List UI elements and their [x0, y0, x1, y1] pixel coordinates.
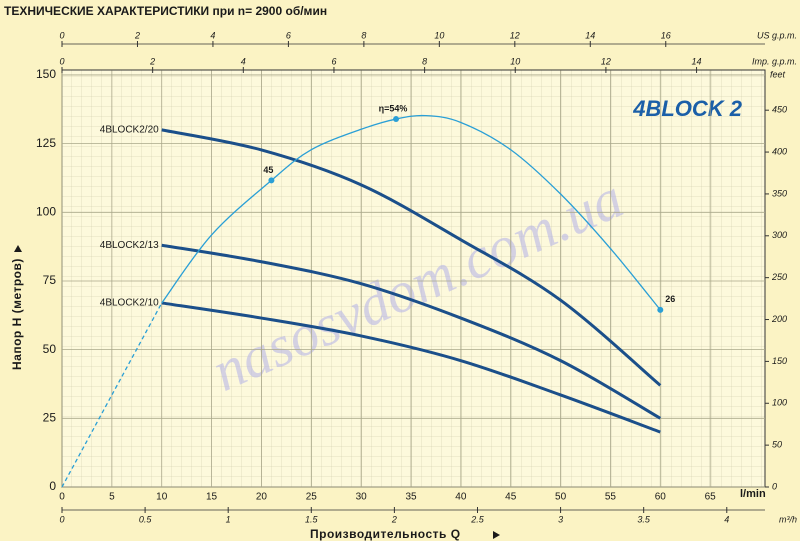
axis-tick-label: 4 [724, 514, 729, 524]
series-label: 4BLOCK2/10 [100, 298, 159, 309]
y-tick-label: 150 [36, 67, 56, 81]
value-label: η=54% [379, 103, 408, 113]
axis-tick-label: 150 [772, 356, 787, 366]
subtitle: ТЕХНИЧЕСКИЕ ХАРАКТЕРИСТИКИ при n= 2900 о… [4, 4, 327, 18]
axis-tick-label: 16 [661, 30, 671, 40]
axis-tick-label: 200 [771, 314, 787, 324]
axis-unit: feet [770, 69, 786, 79]
axis-tick-label: 6 [331, 56, 336, 66]
axis-tick-label: 100 [772, 398, 787, 408]
axis-tick-label: 8 [422, 56, 427, 66]
head-curve [161, 301, 661, 434]
axis-tick-label: 3 [558, 514, 563, 524]
axis-tick-label: 12 [601, 56, 611, 66]
axis-unit: m³/h [779, 514, 797, 524]
axis-tick-label: 0 [59, 56, 64, 66]
axis-tick-label: 12 [510, 30, 520, 40]
axis-tick-label: 10 [510, 56, 520, 66]
axis-tick-label: 0.5 [139, 514, 153, 524]
efficiency-point [393, 116, 400, 123]
axis-tick-label: 4 [241, 56, 246, 66]
value-label: 26 [665, 294, 675, 304]
axis-tick-label: 250 [771, 272, 787, 282]
axis-tick-label: 3.5 [637, 514, 651, 524]
y-tick-label: 100 [36, 204, 56, 218]
axis-tick-label: 0 [59, 30, 64, 40]
axis-tick-label: 50 [772, 440, 782, 450]
x-unit: l/min [740, 488, 766, 500]
axis-unit: Imp. g.p.m. [752, 56, 797, 66]
efficiency-point [268, 177, 275, 184]
efficiency-point [657, 306, 664, 313]
head-curve [161, 243, 662, 420]
axis-tick-label: 6 [286, 30, 291, 40]
efficiency-curve [61, 302, 163, 488]
axis-tick-label: 2 [149, 56, 155, 66]
chart-title: 4BLOCK 2 [632, 96, 743, 121]
x-tick-label: 20 [256, 492, 268, 503]
x-tick-label: 45 [505, 492, 517, 503]
x-tick-label: 50 [555, 492, 567, 503]
y-tick-label: 25 [43, 410, 57, 424]
x-tick-label: 60 [655, 492, 667, 503]
axis-unit: US g.p.m. [757, 30, 797, 40]
y-axis-label: Напор H (метров) [10, 258, 24, 370]
x-tick-label: 30 [356, 492, 368, 503]
axis-tick-label: 350 [772, 188, 787, 198]
x-tick-label: 0 [59, 492, 65, 503]
axis-tick-label: 450 [772, 105, 787, 115]
x-tick-label: 10 [156, 492, 168, 503]
y-tick-label: 50 [43, 342, 57, 356]
axis-tick-label: 4 [210, 30, 215, 40]
axis-tick-label: 2.5 [470, 514, 485, 524]
axis-tick-label: 8 [361, 30, 366, 40]
axis-tick-label: 2 [391, 514, 397, 524]
axis-tick-label: 300 [772, 230, 787, 240]
y-arrow [14, 245, 22, 252]
x-tick-label: 55 [605, 492, 617, 503]
series-label: 4BLOCK2/20 [100, 125, 159, 136]
x-axis-label: Производительность Q [310, 527, 461, 541]
x-tick-label: 40 [455, 492, 467, 503]
y-tick-label: 125 [36, 136, 56, 150]
axis-tick-label: 1 [226, 514, 231, 524]
x-tick-label: 65 [705, 492, 717, 503]
value-label: 45 [263, 165, 273, 175]
x-arrow [493, 531, 500, 539]
axis-tick-label: 0 [59, 514, 64, 524]
axis-tick-label: 14 [692, 56, 702, 66]
y-tick-label: 75 [43, 273, 57, 287]
x-tick-label: 25 [306, 492, 318, 503]
y-tick-label: 0 [49, 479, 56, 493]
axis-tick-label: 2 [134, 30, 140, 40]
axis-tick-label: 14 [585, 30, 595, 40]
efficiency-curve [161, 114, 661, 311]
axis-tick-label: 10 [434, 30, 444, 40]
axis-tick-label: 1.5 [305, 514, 319, 524]
axis-tick-label: 400 [772, 146, 787, 156]
x-tick-label: 35 [405, 492, 417, 503]
axis-tick-label: 0 [772, 481, 777, 491]
head-curve [161, 128, 662, 387]
x-tick-label: 5 [109, 492, 115, 503]
series-label: 4BLOCK2/13 [100, 240, 159, 251]
x-tick-label: 15 [206, 492, 218, 503]
